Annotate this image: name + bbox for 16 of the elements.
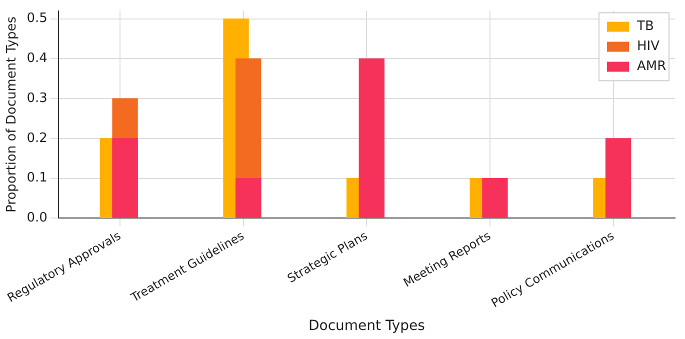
y-tick-label: 0.4 — [26, 51, 48, 66]
y-tick-label: 0.1 — [26, 170, 48, 186]
bar — [112, 138, 138, 218]
legend-label: TB — [636, 19, 654, 34]
y-tick-label: 0.0 — [26, 210, 48, 226]
y-tick-label: 0.3 — [26, 90, 48, 106]
bar — [605, 138, 632, 218]
x-axis-title: Document Types — [308, 318, 425, 334]
bar — [482, 178, 508, 218]
bar — [358, 58, 384, 218]
legend-label: AMR — [637, 59, 666, 74]
y-tick-label: 0.5 — [26, 11, 48, 26]
legend-label: HIV — [637, 39, 660, 54]
y-tick-label: 0.2 — [26, 130, 48, 146]
y-axis-title: Proportion of Document Types — [4, 16, 20, 212]
bar — [236, 178, 262, 218]
